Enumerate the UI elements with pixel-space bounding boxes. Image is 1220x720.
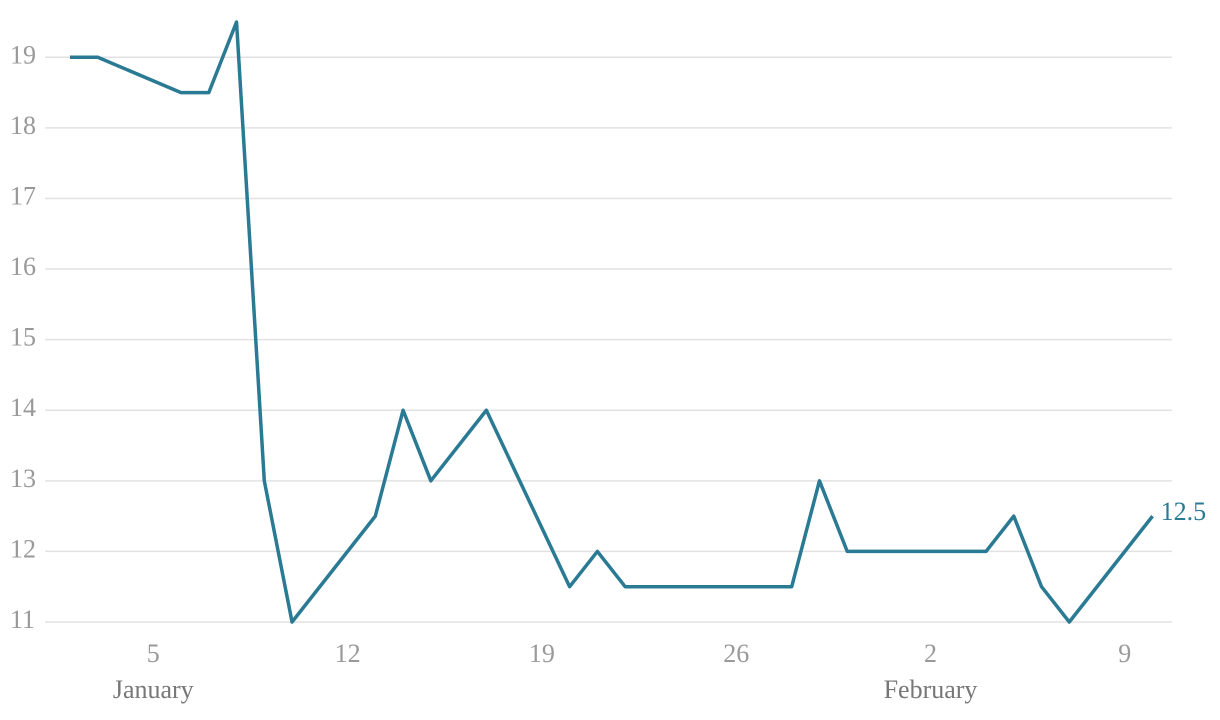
y-tick-label: 14 xyxy=(10,393,36,422)
month-label: February xyxy=(884,675,978,704)
y-tick-label: 11 xyxy=(10,605,35,634)
x-tick-label: 5 xyxy=(147,639,160,668)
y-tick-label: 13 xyxy=(10,464,36,493)
y-tick-label: 18 xyxy=(10,111,36,140)
month-label: January xyxy=(113,675,194,704)
x-tick-label: 19 xyxy=(529,639,555,668)
y-tick-label: 12 xyxy=(10,534,36,563)
y-tick-label: 19 xyxy=(10,40,36,69)
y-tick-label: 17 xyxy=(10,181,36,210)
x-tick-label: 12 xyxy=(335,639,361,668)
x-tick-label: 26 xyxy=(723,639,749,668)
end-label: 12.5 xyxy=(1161,497,1207,526)
x-tick-label: 9 xyxy=(1118,639,1131,668)
x-tick-label: 2 xyxy=(924,639,937,668)
y-tick-label: 16 xyxy=(10,252,36,281)
line xyxy=(69,20,1154,624)
y-tick-label: 15 xyxy=(10,323,36,352)
